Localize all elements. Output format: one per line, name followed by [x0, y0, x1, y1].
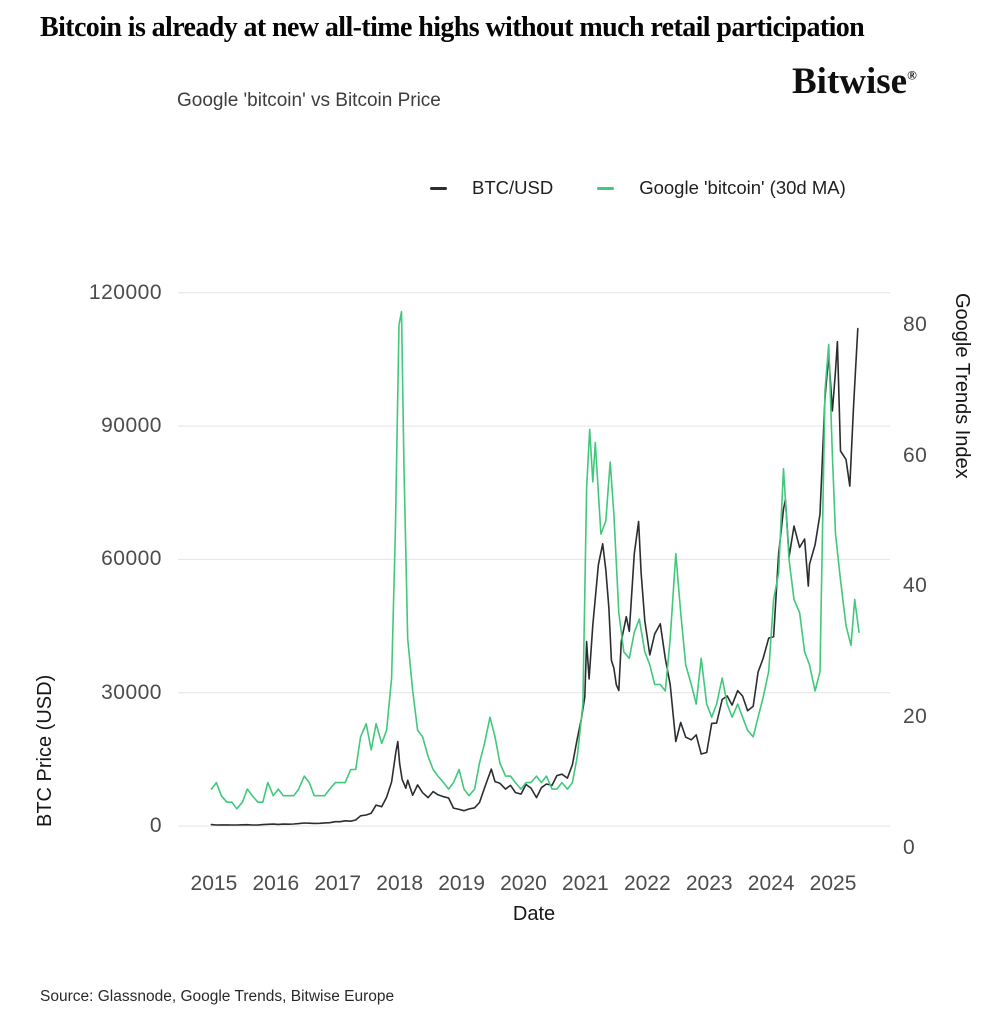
x-tick-label: 2019	[438, 872, 485, 895]
y-axis-left-title: BTC Price (USD)	[34, 674, 56, 827]
x-tick-label: 2022	[623, 872, 671, 895]
x-axis-title: Date	[512, 903, 556, 925]
y-right-tick-label: 0	[903, 836, 916, 859]
legend-item-google-trends: Google 'bitcoin' (30d MA)	[597, 177, 846, 199]
y-left-tick-label: 0	[149, 814, 162, 837]
x-tick-label: 2016	[252, 872, 300, 895]
y-right-tick-label: 80	[903, 312, 928, 336]
x-tick-label: 2018	[376, 872, 423, 895]
google-trends-line	[210, 310, 860, 810]
x-tick-label: 2015	[190, 872, 238, 895]
source-note: Source: Glassnode, Google Trends, Bitwis…	[40, 988, 395, 1005]
y-axis-right-title: Google Trends Index	[951, 293, 973, 479]
legend-item-btc-usd: BTC/USD	[430, 177, 553, 199]
legend: BTC/USD Google 'bitcoin' (30d MA)	[430, 177, 846, 199]
legend-label-btc-usd: BTC/USD	[472, 177, 554, 198]
x-tick-label: 2024	[747, 872, 795, 895]
y-left-tick-label: 30000	[101, 680, 162, 704]
registered-trademark-mark: ®	[907, 67, 917, 83]
trends-line-swatch-icon	[597, 186, 615, 190]
bitwise-logo: Bitwise®	[792, 60, 917, 103]
y-right-tick-label: 40	[903, 574, 928, 598]
y-left-tick-label: 90000	[101, 414, 162, 438]
btc-line-swatch-icon	[430, 186, 447, 190]
headline: Bitcoin is already at new all-time highs…	[40, 12, 865, 43]
bitwise-logo-text: Bitwise	[792, 61, 908, 102]
x-tick-label: 2017	[314, 872, 362, 895]
x-tick-label: 2023	[685, 872, 733, 895]
btc-price-line	[210, 327, 859, 826]
y-right-tick-label: 20	[903, 705, 928, 729]
y-left-tick-label: 60000	[101, 547, 162, 571]
y-left-tick-label: 120000	[88, 280, 162, 304]
chart-title: Google 'bitcoin' vs Bitcoin Price	[177, 90, 441, 111]
x-tick-label: 2025	[809, 872, 857, 895]
x-tick-label: 2020	[500, 872, 547, 895]
x-tick-label: 2021	[562, 872, 609, 895]
legend-label-google-trends: Google 'bitcoin' (30d MA)	[639, 177, 846, 198]
y-right-tick-label: 60	[903, 443, 928, 467]
